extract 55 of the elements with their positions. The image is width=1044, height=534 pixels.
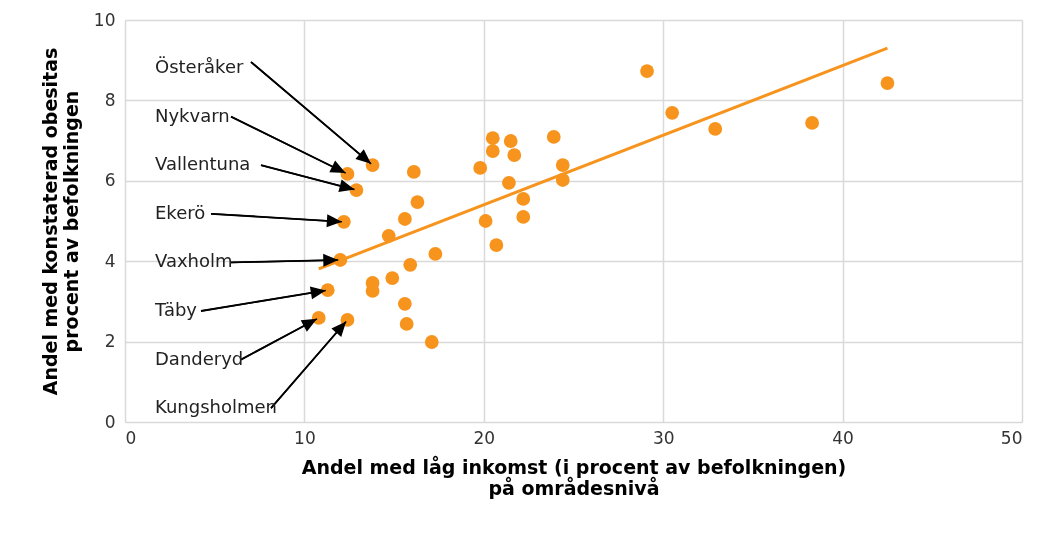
point: [503, 134, 518, 148]
point: [507, 148, 522, 162]
point: [349, 183, 364, 197]
point: [397, 212, 412, 226]
point: [665, 105, 680, 120]
y-axis-title: Andel med konstaterad obesitas procent av befolkningen: [38, 47, 82, 396]
x-axis-title: Andel med låg inkomst (i procent av befolkningen) på områdesnivå: [301, 454, 847, 499]
x-tick-label: 30: [652, 427, 675, 448]
point: [410, 195, 425, 209]
point: [473, 161, 488, 175]
point: [516, 210, 531, 224]
point: [805, 116, 819, 130]
point: [397, 296, 412, 311]
x-tick-label: 20: [473, 427, 496, 448]
y-tick-label: 2: [104, 331, 116, 352]
annotation: Nykvarn: [155, 104, 230, 126]
point: [516, 192, 531, 206]
point: [340, 313, 355, 327]
x-tick-label: 0: [125, 427, 137, 448]
point: [365, 158, 380, 172]
point: [406, 165, 421, 179]
point: [385, 271, 400, 285]
point: [485, 131, 500, 146]
annotation: Ekerö: [155, 201, 206, 223]
y-tick-label: 6: [104, 170, 116, 191]
point: [340, 167, 355, 181]
point: [424, 335, 439, 349]
y-tick-label: 4: [104, 250, 116, 271]
point: [489, 238, 504, 252]
x-tick-label: 50: [1000, 427, 1023, 448]
point: [640, 64, 654, 78]
y-tick-label: 10: [93, 9, 116, 30]
point: [708, 122, 723, 136]
annotation: Kungsholmen: [155, 396, 277, 418]
point: [555, 158, 570, 172]
point: [336, 214, 351, 229]
x-tick-label: 40: [832, 427, 854, 448]
point: [880, 76, 895, 90]
point: [399, 317, 414, 331]
point: [403, 257, 418, 272]
point: [485, 144, 500, 158]
point: [546, 130, 561, 144]
point: [311, 311, 326, 325]
annotation: Vaxholm: [155, 250, 233, 272]
annotation: Danderyd: [155, 347, 244, 369]
point: [428, 247, 443, 261]
point: [478, 214, 493, 228]
annotation: Vallentuna: [155, 153, 251, 175]
y-tick-label: 0: [104, 411, 116, 432]
point: [502, 175, 516, 190]
point: [320, 283, 335, 298]
x-tick-label: 10: [294, 427, 316, 448]
y-tick-label: 8: [104, 89, 116, 110]
annotation: Täby: [154, 299, 198, 320]
annotation: Österåker: [155, 56, 244, 77]
